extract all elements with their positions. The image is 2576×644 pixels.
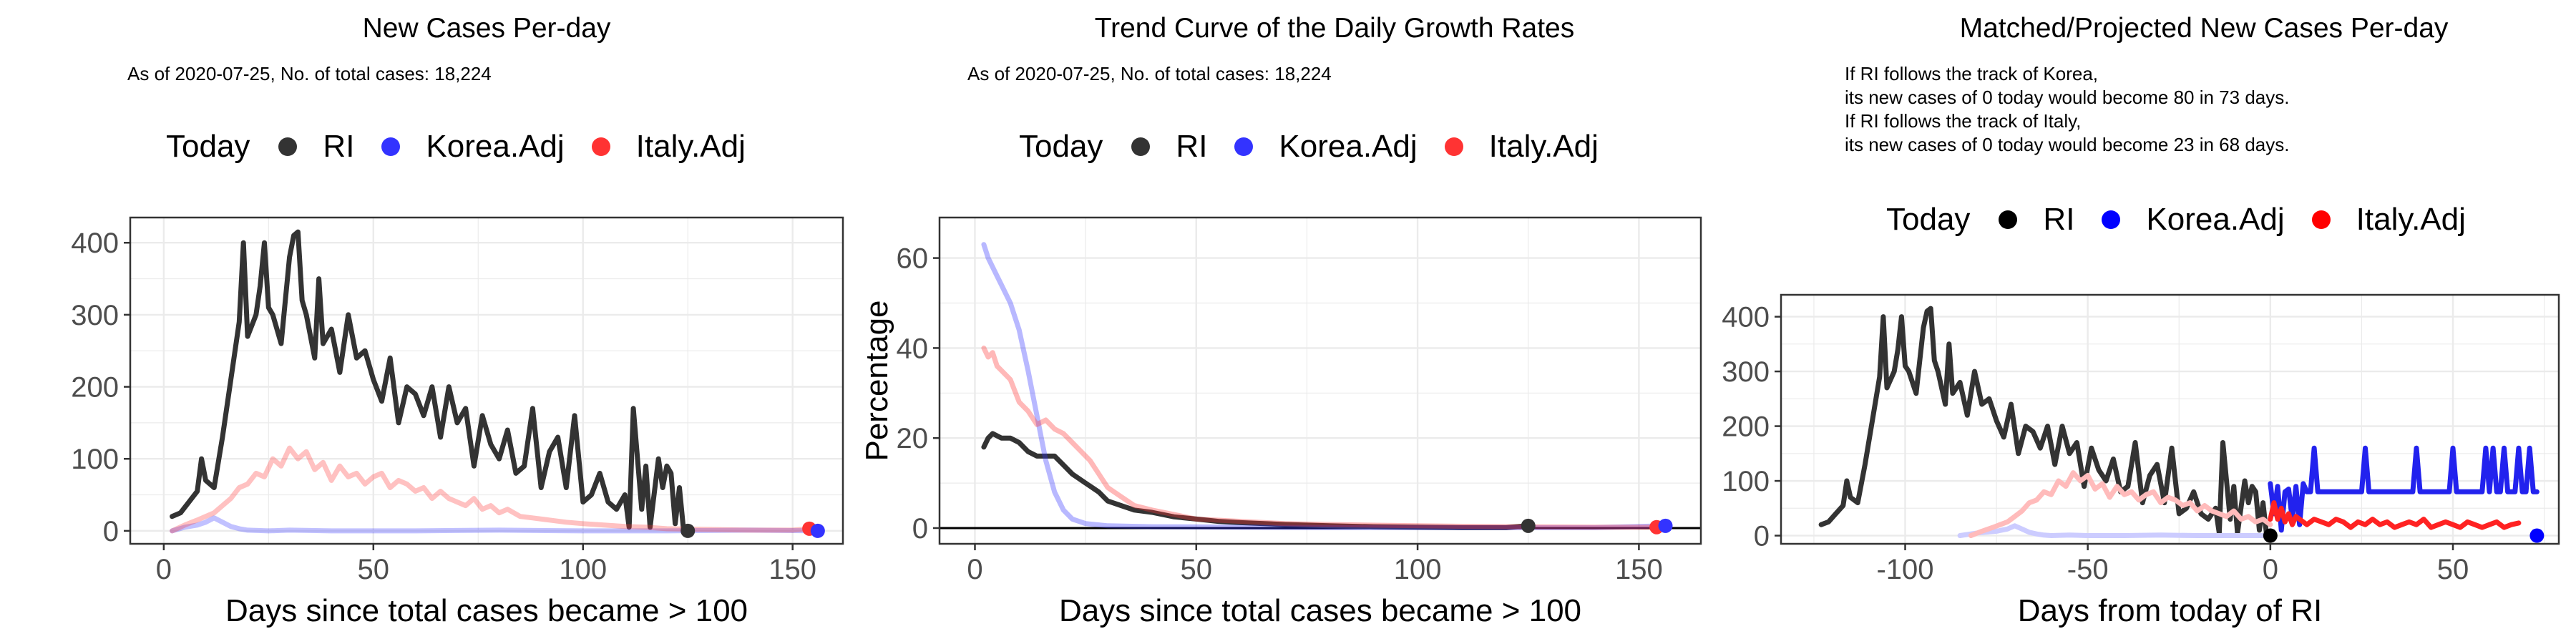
y-tick-label: 100 — [71, 444, 119, 475]
legend-dot-italy — [1444, 137, 1463, 156]
chart-title: Matched/Projected New Cases Per-day — [1959, 13, 2449, 44]
y-tick-label: 200 — [1722, 411, 1770, 443]
x-tick-label: 100 — [559, 554, 607, 585]
x-tick-label: 150 — [769, 554, 816, 585]
legend-title: Today — [166, 129, 250, 164]
series-line-ri — [170, 229, 686, 534]
y-tick-label: 0 — [103, 516, 119, 547]
legend-label-italy: Italy.Adj — [635, 129, 746, 164]
x-tick-label: -100 — [1876, 554, 1933, 585]
legend-dot-korea — [1234, 137, 1254, 156]
chart-panel-new-cases: New Cases Per-day As of 2020-07-25, No. … — [0, 0, 859, 644]
legend-dot-ri — [1999, 210, 2018, 229]
legend-label-korea: Korea.Adj — [426, 129, 565, 164]
y-tick-label: 200 — [71, 372, 119, 404]
series-line-ri — [1818, 306, 2273, 538]
y-axis-title: Percentage — [859, 300, 894, 461]
plot-border — [1780, 293, 2560, 545]
series-line-korea-adj-projected — [2268, 445, 2540, 533]
y-tick-label: 20 — [897, 423, 929, 454]
series-line-italy-adj — [981, 345, 1659, 530]
x-tick-label: 0 — [967, 554, 982, 585]
series-line-korea-adj — [170, 515, 821, 534]
legend-label-ri: RI — [323, 129, 355, 164]
chart-subtitle: As of 2020-07-25, No. of total cases: 18… — [967, 63, 1332, 84]
annotation-line-3: If RI follows the track of Italy, — [1845, 110, 2082, 132]
today-point-korea-adj — [2529, 528, 2545, 543]
legend-dot-italy — [591, 137, 610, 156]
legend-dot-ri — [278, 137, 298, 156]
x-tick-label: -50 — [2067, 554, 2109, 585]
legend-label-ri: RI — [1176, 129, 1208, 164]
annotation-line-4: its new cases of 0 today would become 23… — [1845, 134, 2290, 155]
x-axis-title: Days since total cases became > 100 — [225, 593, 748, 628]
legend: Today RI Korea.Adj Italy.Adj — [1886, 202, 2493, 238]
chart-plot-new-cases: 0 50 100 150 0 100 200 300 400 Days since total c… — [71, 216, 844, 628]
chart-plot-projected: -100 -50 0 50 0 100 200 300 400 Days from today o… — [1722, 293, 2560, 628]
annotation-line-1: If RI follows the track of Korea, — [1845, 63, 2099, 84]
y-tick-label: 60 — [897, 243, 929, 275]
legend-item-italy: Italy.Adj — [2311, 202, 2466, 238]
legend-item-ri: RI — [1999, 202, 2074, 238]
today-point-korea-adj — [1658, 518, 1673, 533]
gridlines — [130, 218, 843, 544]
y-tick-label: 400 — [71, 228, 119, 259]
series-line-korea-adj — [981, 242, 1668, 530]
legend-title: Today — [1886, 202, 1971, 237]
chart-subtitle: As of 2020-07-25, No. of total cases: 18… — [127, 63, 492, 84]
legend-dot-korea — [2102, 210, 2121, 229]
series-line-italy-adj — [170, 445, 812, 534]
legend-dot-italy — [2311, 210, 2331, 229]
legend-dot-korea — [381, 137, 401, 156]
chart-panel-projected: Matched/Projected New Cases Per-day If R… — [1717, 0, 2576, 644]
today-point-ri — [1521, 518, 1536, 533]
plot-border — [129, 216, 844, 545]
legend-label-ri: RI — [2043, 202, 2075, 237]
annotation-line-2: its new cases of 0 today would become 80… — [1845, 87, 2290, 108]
chart-title: New Cases Per-day — [362, 13, 611, 44]
legend-item-italy: Italy.Adj — [1444, 129, 1599, 165]
legend-label-italy: Italy.Adj — [2356, 202, 2466, 237]
legend-item-ri: RI — [1131, 129, 1207, 165]
y-tick-label: 300 — [1722, 356, 1770, 388]
legend: Today RI Korea.Adj Italy.Adj — [166, 129, 773, 165]
chart-panel-growth-rates: Trend Curve of the Daily Growth Rates As… — [859, 0, 1717, 644]
legend-item-ri: RI — [278, 129, 354, 165]
y-tick-label: 300 — [71, 300, 119, 331]
legend-label-korea: Korea.Adj — [2146, 202, 2285, 237]
today-point-ri — [2263, 528, 2278, 543]
series-line-ri — [981, 431, 1531, 530]
chart-title: Trend Curve of the Daily Growth Rates — [1094, 13, 1575, 44]
today-point-korea-adj — [810, 523, 825, 538]
legend-dot-ri — [1131, 137, 1151, 156]
x-tick-label: 150 — [1615, 554, 1663, 585]
legend-item-korea: Korea.Adj — [2102, 202, 2285, 238]
x-tick-label: 50 — [1181, 554, 1213, 585]
legend-label-italy: Italy.Adj — [1488, 129, 1599, 164]
y-tick-label: 100 — [1722, 466, 1770, 497]
y-tick-label: 0 — [1754, 521, 1770, 552]
series-line-italy-adj-projected — [2268, 500, 2522, 530]
chart-plot-growth-rates: 0 50 100 150 0 20 40 60 Days since total cases b… — [859, 216, 1702, 628]
series-line-italy-adj — [1968, 470, 2273, 538]
legend-item-korea: Korea.Adj — [381, 129, 565, 165]
x-tick-label: 100 — [1394, 554, 1442, 585]
x-tick-label: 50 — [2437, 554, 2469, 585]
series-line-korea-adj — [1957, 523, 2273, 538]
plot-border — [938, 216, 1702, 545]
legend-item-korea: Korea.Adj — [1234, 129, 1418, 165]
legend-label-korea: Korea.Adj — [1279, 129, 1418, 164]
today-point-ri — [680, 523, 696, 538]
legend: Today RI Korea.Adj Italy.Adj — [1019, 129, 1626, 165]
y-tick-label: 400 — [1722, 302, 1770, 333]
x-axis-title: Days from today of RI — [2018, 593, 2322, 628]
legend-title: Today — [1019, 129, 1103, 164]
x-tick-label: 0 — [2263, 554, 2278, 585]
x-tick-label: 50 — [358, 554, 390, 585]
legend-item-italy: Italy.Adj — [591, 129, 746, 165]
x-axis-title: Days since total cases became > 100 — [1059, 593, 1581, 628]
y-tick-label: 40 — [897, 333, 929, 364]
x-tick-label: 0 — [156, 554, 172, 585]
y-tick-label: 0 — [912, 513, 928, 545]
